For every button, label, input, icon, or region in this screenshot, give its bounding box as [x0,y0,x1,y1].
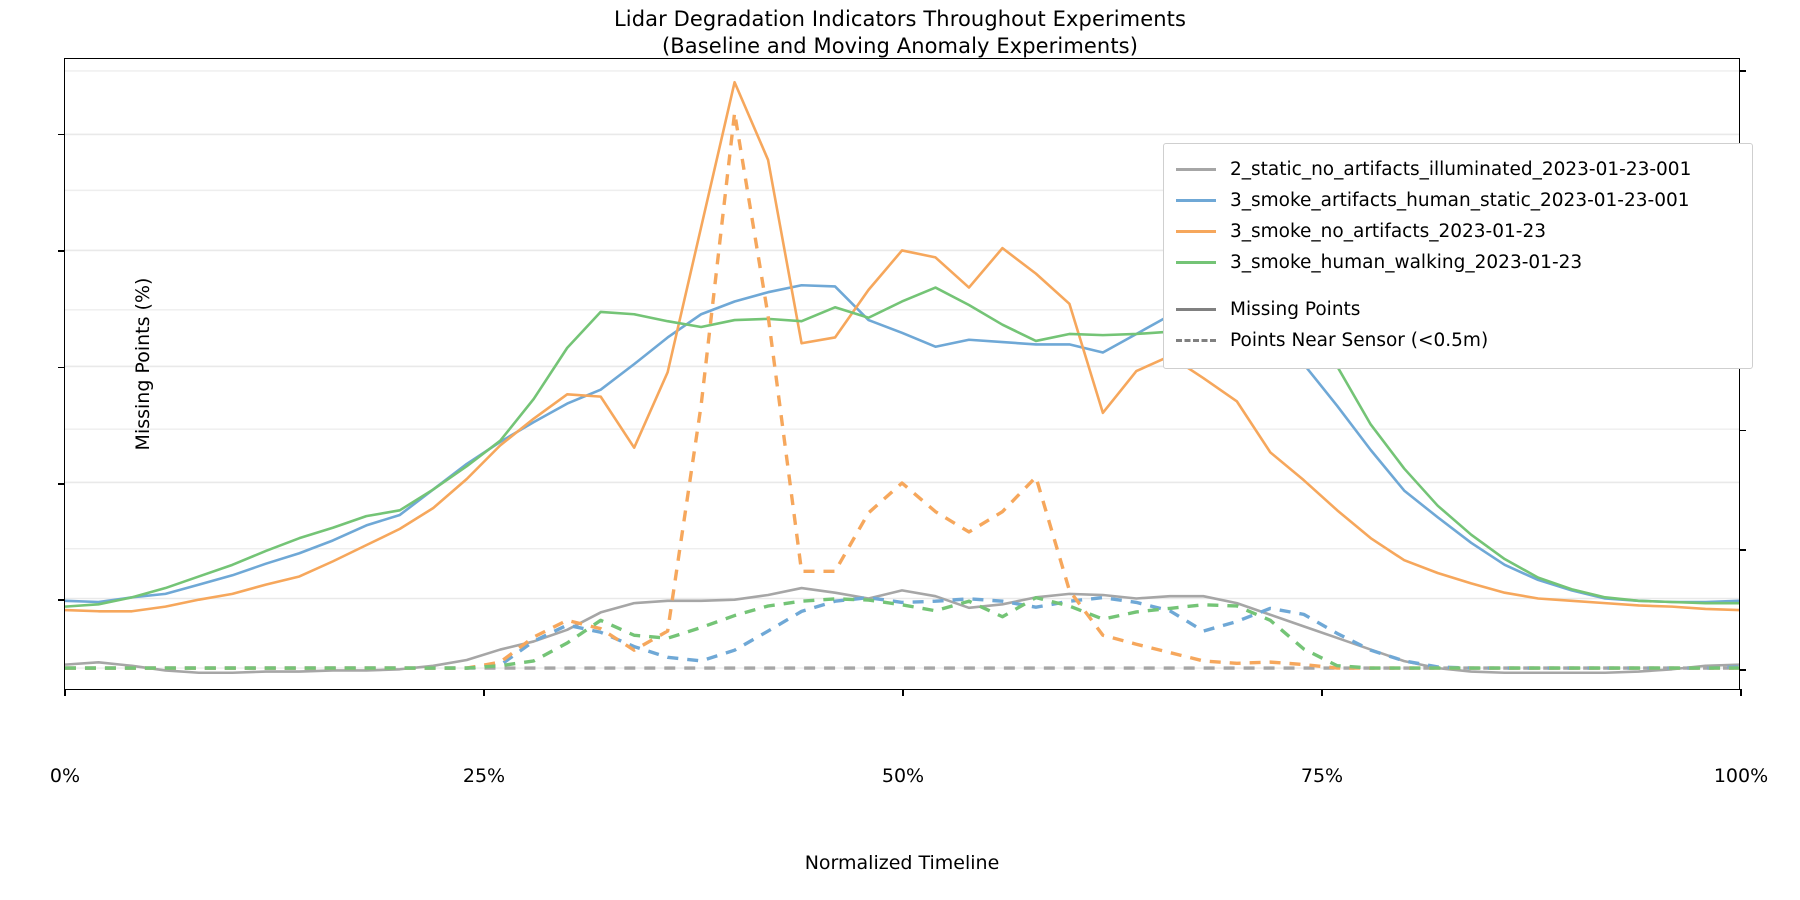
x-tick-label: 100% [1713,765,1769,787]
legend-item-series-3[interactable]: 3_smoke_human_walking_2023-01-23 [1176,247,1740,278]
tick-mark [58,483,65,485]
series-line [65,595,1739,670]
legend-item-series-0[interactable]: 2_static_no_artifacts_illuminated_2023-0… [1176,154,1740,185]
legend-line-icon [1176,302,1216,318]
tick-mark [1739,70,1746,72]
title-line-2: (Baseline and Moving Anomaly Experiments… [662,34,1138,58]
legend-label: 3_smoke_no_artifacts_2023-01-23 [1230,221,1546,242]
tick-mark [1740,689,1742,696]
legend-item-series-1[interactable]: 3_smoke_artifacts_human_static_2023-01-2… [1176,185,1740,216]
legend-line-icon [1176,255,1216,271]
tick-mark [58,366,65,369]
legend-item-style-1[interactable]: Points Near Sensor (<0.5m) [1176,325,1740,356]
legend-series-group: 2_static_no_artifacts_illuminated_2023-0… [1176,154,1740,278]
series-line [65,286,1739,608]
x-tick-label: 25% [462,765,506,787]
legend-label: 3_smoke_artifacts_human_static_2023-01-2… [1230,190,1690,211]
legend-label: Points Near Sensor (<0.5m) [1230,330,1489,351]
plot-area: Missing Points (%) Points with <0.5m Ran… [50,58,1768,787]
tick-mark [483,689,485,696]
legend-label: Missing Points [1230,299,1361,320]
series-line [65,283,1739,604]
plot-canvas [65,70,1739,675]
series-line [65,595,1739,670]
tick-mark [1739,669,1746,671]
legend-dashed-line-icon [1176,333,1216,349]
legend-label: 2_static_no_artifacts_illuminated_2023-0… [1230,159,1692,180]
legend-label: 3_smoke_human_walking_2023-01-23 [1230,252,1583,273]
y-axis-left-label: Missing Points (%) [132,277,154,451]
tick-mark [58,599,65,601]
legend-line-icon [1176,162,1216,178]
tick-mark [58,133,65,136]
legend-item-style-0[interactable]: Missing Points [1176,294,1740,325]
chart-title: Lidar Degradation Indicators Throughout … [0,6,1800,60]
legend-item-series-2[interactable]: 3_smoke_no_artifacts_2023-01-23 [1176,216,1740,247]
tick-mark [1739,429,1746,432]
tick-mark [58,250,65,252]
legend-divider [1176,278,1740,294]
x-tick-label: 50% [881,765,925,787]
legend-line-icon [1176,224,1216,240]
series-line [65,586,1739,675]
tick-mark [1739,549,1746,552]
tick-mark [1321,689,1323,696]
tick-mark [64,689,66,696]
series-line [65,80,1739,613]
x-tick-label: 75% [1300,765,1344,787]
chart-legend: 2_static_no_artifacts_illuminated_2023-0… [1163,143,1753,369]
legend-line-icon [1176,193,1216,209]
title-line-1: Lidar Degradation Indicators Throughout … [613,7,1187,31]
tick-mark [902,689,904,696]
legend-style-group: Missing Points Points Near Sensor (<0.5m) [1176,294,1740,356]
x-axis-label: Normalized Timeline [804,852,1000,874]
x-tick-label: 0% [49,765,81,787]
